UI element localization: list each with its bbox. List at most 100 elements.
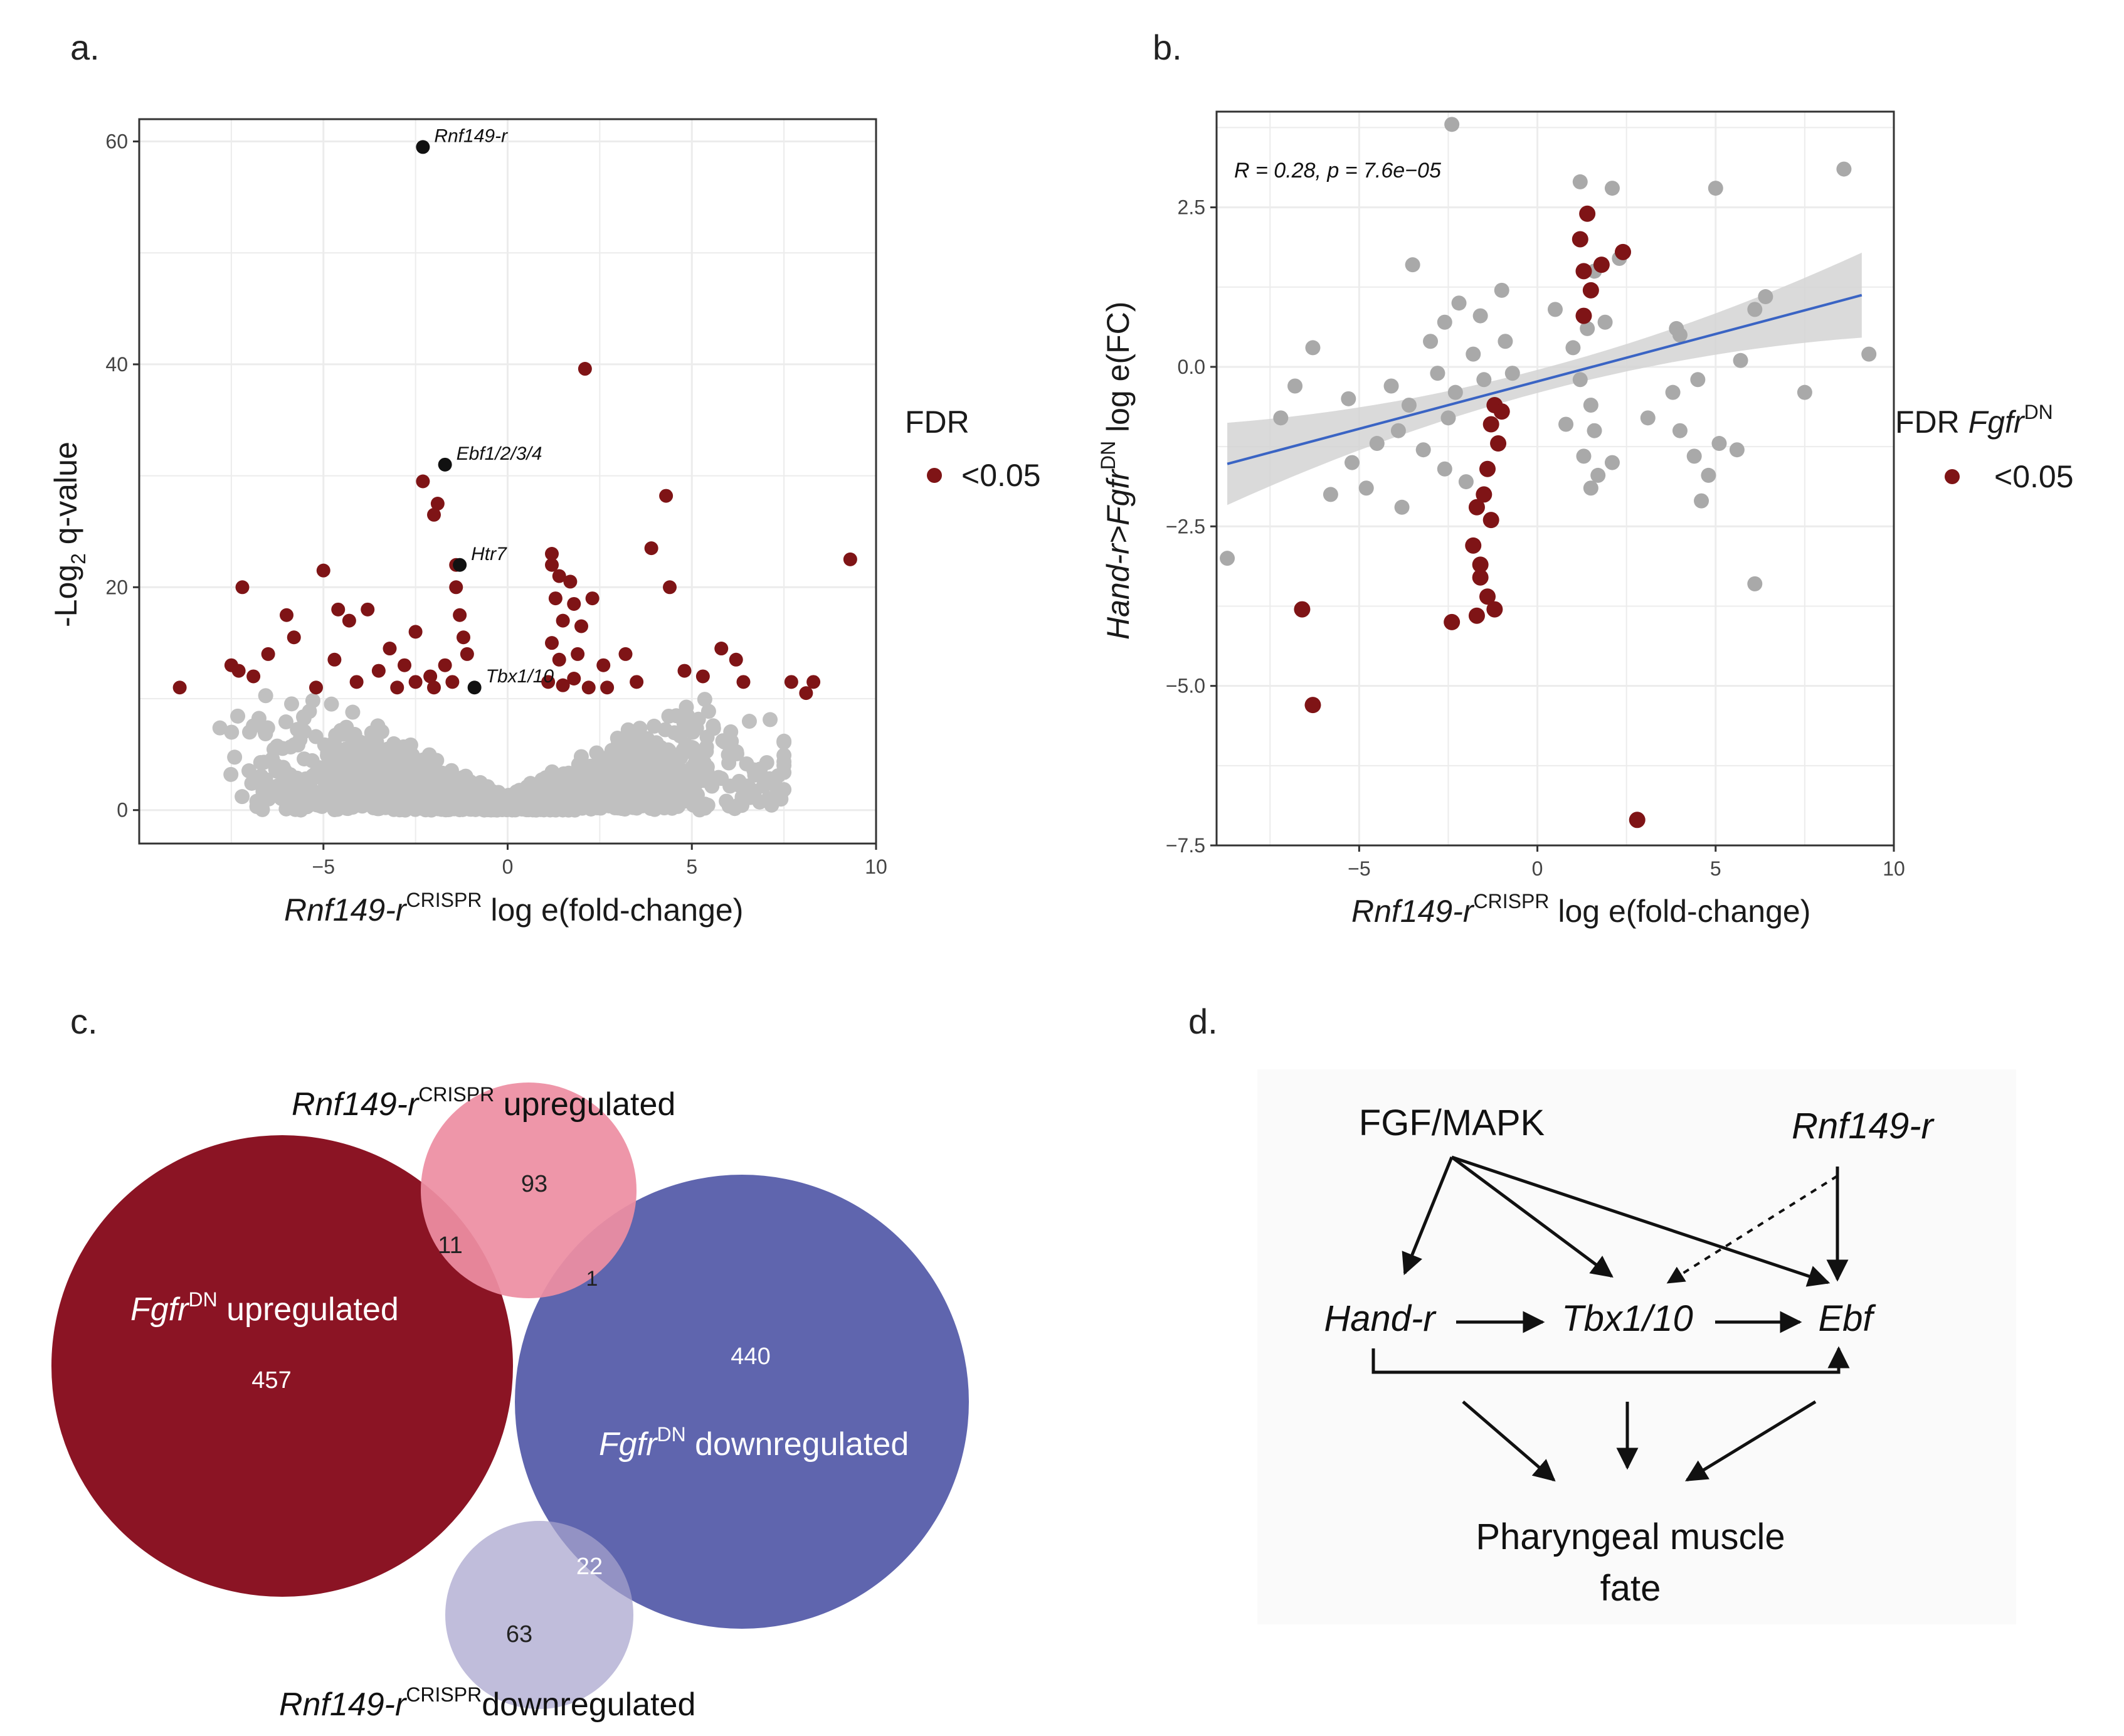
panel-a-gene-label: Htr7 bbox=[471, 544, 507, 564]
panel-a-x-tick-label: 5 bbox=[686, 855, 697, 878]
panel-a-gray-point bbox=[270, 738, 285, 754]
panel-a-gray-point bbox=[333, 722, 349, 738]
panel-b-significant-point bbox=[1575, 263, 1592, 280]
panel-b-gray-point bbox=[1345, 455, 1360, 470]
panel-a-gray-point bbox=[411, 794, 427, 810]
panel-b-y-tick-label: −7.5 bbox=[1166, 834, 1205, 857]
panel-b-gray-point bbox=[1494, 282, 1509, 298]
panel-b-gray-points bbox=[1220, 117, 1877, 591]
panel-a-significant-point bbox=[246, 669, 261, 684]
panel-a-gray-point bbox=[389, 802, 405, 817]
panel-a-significant-point bbox=[383, 642, 397, 656]
panel-a-significant-point bbox=[843, 552, 857, 566]
panel-a-y-pre: -Log bbox=[48, 564, 83, 627]
panel-b-axis-ticks: −5 0 5 10 2.5 0.0 −2.5 −5.0 −7.5 bbox=[1166, 196, 1905, 880]
panel-a-significant-point bbox=[567, 596, 581, 611]
panel-a-significant-point bbox=[408, 675, 423, 689]
panel-a-legend-swatch bbox=[927, 468, 942, 483]
venn-fgfr-down-sup: DN bbox=[657, 1423, 685, 1446]
panel-a-gray-point bbox=[333, 775, 349, 791]
panel-b-gray-point bbox=[1861, 346, 1877, 362]
panel-a-significant-point bbox=[548, 591, 563, 606]
panel-b-significant-point bbox=[1479, 460, 1496, 477]
panel-b-legend-title-sup: DN bbox=[2024, 401, 2053, 423]
panel-a-gray-point bbox=[345, 783, 361, 799]
panel-a-gray-point bbox=[564, 772, 579, 788]
venn-fgfr-down-label: FgfrDN downregulated bbox=[599, 1423, 909, 1463]
panel-a-gray-point bbox=[296, 711, 312, 726]
panel-a-gray-point bbox=[435, 784, 451, 800]
panel-b-significant-point bbox=[1468, 499, 1485, 516]
panel-a-gray-point bbox=[727, 801, 742, 817]
panel-a-gray-point bbox=[283, 696, 299, 712]
panel-a-gray-point bbox=[632, 721, 648, 736]
panel-a-significant-point bbox=[349, 675, 364, 689]
panel-b-label: b. bbox=[1153, 28, 1182, 67]
panel-a-gray-point bbox=[636, 741, 652, 757]
panel-a-gray-point bbox=[692, 802, 707, 818]
panel-a-gray-point bbox=[573, 749, 589, 765]
panel-a-gray-point bbox=[621, 733, 637, 748]
panel-b-gray-point bbox=[1447, 384, 1463, 400]
panel-a-gray-point bbox=[253, 768, 269, 784]
venn-fgfr-up-label: FgfrDN upregulated bbox=[130, 1288, 399, 1328]
node-ebf: Ebf bbox=[1818, 1298, 1876, 1339]
panel-a-significant-point bbox=[663, 580, 677, 595]
panel-a-gray-point bbox=[452, 780, 467, 796]
panel-b-significant-point bbox=[1482, 512, 1499, 529]
venn-fgfr-up-sup: DN bbox=[188, 1288, 217, 1311]
panel-b-correlation-annotation: R = 0.28, p = 7.6e−05 bbox=[1234, 159, 1441, 183]
panel-a-gray-point bbox=[390, 777, 406, 793]
panel-a-gray-point bbox=[345, 704, 361, 720]
panel-b-y-sup: DN bbox=[1097, 441, 1119, 470]
panel-b-significant-point bbox=[1486, 601, 1503, 618]
panel-a-gray-point bbox=[690, 711, 706, 727]
panel-b-gray-point bbox=[1701, 467, 1716, 483]
panel-a-significant-point bbox=[427, 680, 441, 695]
panel-b-significant-point bbox=[1579, 205, 1596, 222]
panel-b-gray-point bbox=[1797, 384, 1812, 400]
panel-b-gray-point bbox=[1690, 372, 1706, 388]
panel-a-significant-point bbox=[331, 602, 346, 617]
panel-a-gray-point bbox=[761, 790, 776, 806]
panel-a-gray-point bbox=[261, 791, 277, 807]
panel-a-gray-point bbox=[593, 773, 608, 789]
panel-a-x-sup: CRISPR bbox=[406, 889, 482, 911]
panel-a-gray-points bbox=[212, 688, 792, 818]
panel-a-significant-point bbox=[261, 647, 275, 661]
panel-b-significant-point bbox=[1582, 282, 1599, 299]
panel-a-significant-point bbox=[578, 362, 592, 376]
panel-b-y-tick-label: 0.0 bbox=[1178, 356, 1205, 378]
panel-b-y-axis-title: Hand-r>FgfrDN log e(FC) bbox=[1097, 302, 1136, 640]
panel-a-gray-point bbox=[378, 743, 394, 758]
panel-b-gray-point bbox=[1287, 378, 1303, 394]
panel-b-gray-point bbox=[1472, 308, 1488, 324]
panel-a-gray-point bbox=[650, 775, 666, 790]
panel-a-gray-point bbox=[414, 765, 430, 780]
panel-a-gray-point bbox=[378, 784, 394, 800]
panel-a-gene-label: Ebf1/2/3/4 bbox=[457, 443, 542, 464]
panel-b-gray-point bbox=[1576, 448, 1592, 464]
venn-count-fgfr-up-only: 457 bbox=[251, 1367, 291, 1394]
panel-b-gray-point bbox=[1358, 480, 1374, 496]
panel-b-significant-point bbox=[1575, 307, 1592, 324]
panel-a-gray-point bbox=[256, 754, 272, 770]
panel-a-gray-point bbox=[277, 768, 292, 784]
panel-a-gray-point bbox=[515, 793, 531, 808]
panel-a-significant-point bbox=[416, 474, 430, 489]
panel-a-significant-point bbox=[449, 580, 463, 595]
panel-a-significant-point bbox=[618, 647, 633, 661]
node-fate-line1: Pharyngeal muscle bbox=[1476, 1516, 1785, 1557]
panel-a-gray-point bbox=[241, 763, 257, 779]
panel-a-gray-point bbox=[598, 756, 613, 772]
panel-b-gray-point bbox=[1383, 378, 1399, 394]
panel-a-gray-point bbox=[235, 789, 250, 805]
panel-a-gray-point bbox=[287, 737, 302, 753]
panel-b-gray-point bbox=[1273, 410, 1289, 426]
panel-a-gray-point bbox=[392, 756, 408, 772]
panel-a-gray-point bbox=[610, 731, 625, 746]
panel-a-y-axis-title: -Log2 q-value bbox=[48, 442, 90, 627]
panel-b-fit-line bbox=[1227, 294, 1862, 465]
panel-a-labeled-point bbox=[453, 558, 467, 572]
panel-a-gray-point bbox=[324, 696, 339, 712]
